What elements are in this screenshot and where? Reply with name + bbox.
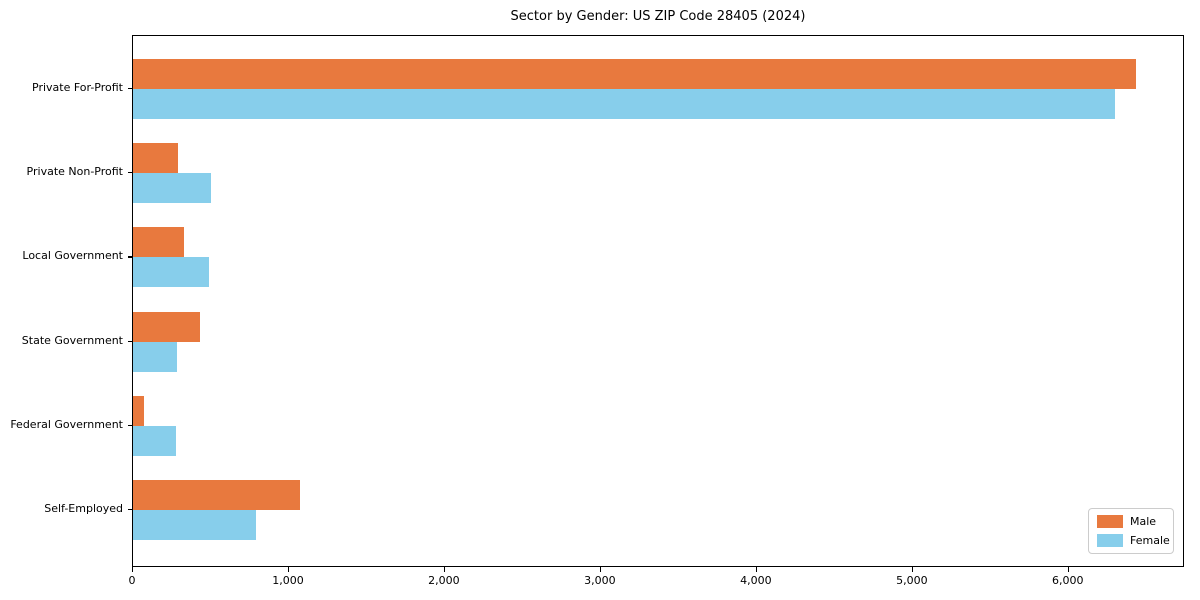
x-tick-label: 0 [128,574,136,587]
y-tick-label: Self-Employed [44,502,123,515]
bar-female-1 [133,89,1115,119]
legend-swatch-female-icon [1097,534,1123,547]
x-tick-mark [755,567,758,572]
y-tick-mark [128,509,132,511]
x-tick-mark [132,567,134,572]
bar-female-6 [133,510,257,540]
legend-entry-male: Male [1097,515,1165,528]
bar-female-2 [133,173,211,204]
x-tick-label: 4,000 [740,574,772,587]
x-tick-label: 2,000 [428,574,460,587]
x-tick-label: 3,000 [584,574,616,587]
legend-label-male: Male [1130,515,1157,528]
bar-male-5 [133,395,144,426]
x-tick-mark [599,567,602,572]
y-tick-label: Local Government [22,249,123,263]
chart-title: Sector by Gender: US ZIP Code 28405 (202… [510,9,806,24]
bar-male-3 [133,227,185,258]
y-tick-mark [128,88,132,90]
bar-male-1 [133,59,1136,89]
x-tick-mark [443,567,446,572]
bar-female-4 [133,341,177,372]
legend-entry-female: Female [1097,534,1170,547]
x-tick-mark [1067,567,1069,572]
x-tick-mark [287,567,290,572]
y-tick-label: State Government [21,333,123,347]
bar-female-3 [133,257,210,288]
y-tick-mark [128,172,132,174]
legend-label-female: Female [1130,534,1170,547]
legend: Male Female [1088,508,1174,554]
y-tick-mark [128,340,132,342]
x-tick-label: 1,000 [272,574,304,587]
plot-area: Male Female [132,35,1184,567]
bar-male-6 [133,480,300,510]
legend-swatch-male-icon [1097,515,1123,528]
y-tick-label: Private For-Profit [32,81,123,94]
y-tick-label: Private Non-Profit [26,165,123,179]
bar-male-4 [133,311,201,342]
x-tick-mark [911,567,914,572]
y-tick-mark [128,256,132,258]
bar-female-5 [133,425,176,456]
x-tick-label: 5,000 [896,574,928,587]
bar-male-2 [133,143,179,174]
x-tick-label: 6,000 [1052,574,1084,587]
y-tick-mark [128,424,132,426]
y-tick-label: Federal Government [10,417,123,431]
